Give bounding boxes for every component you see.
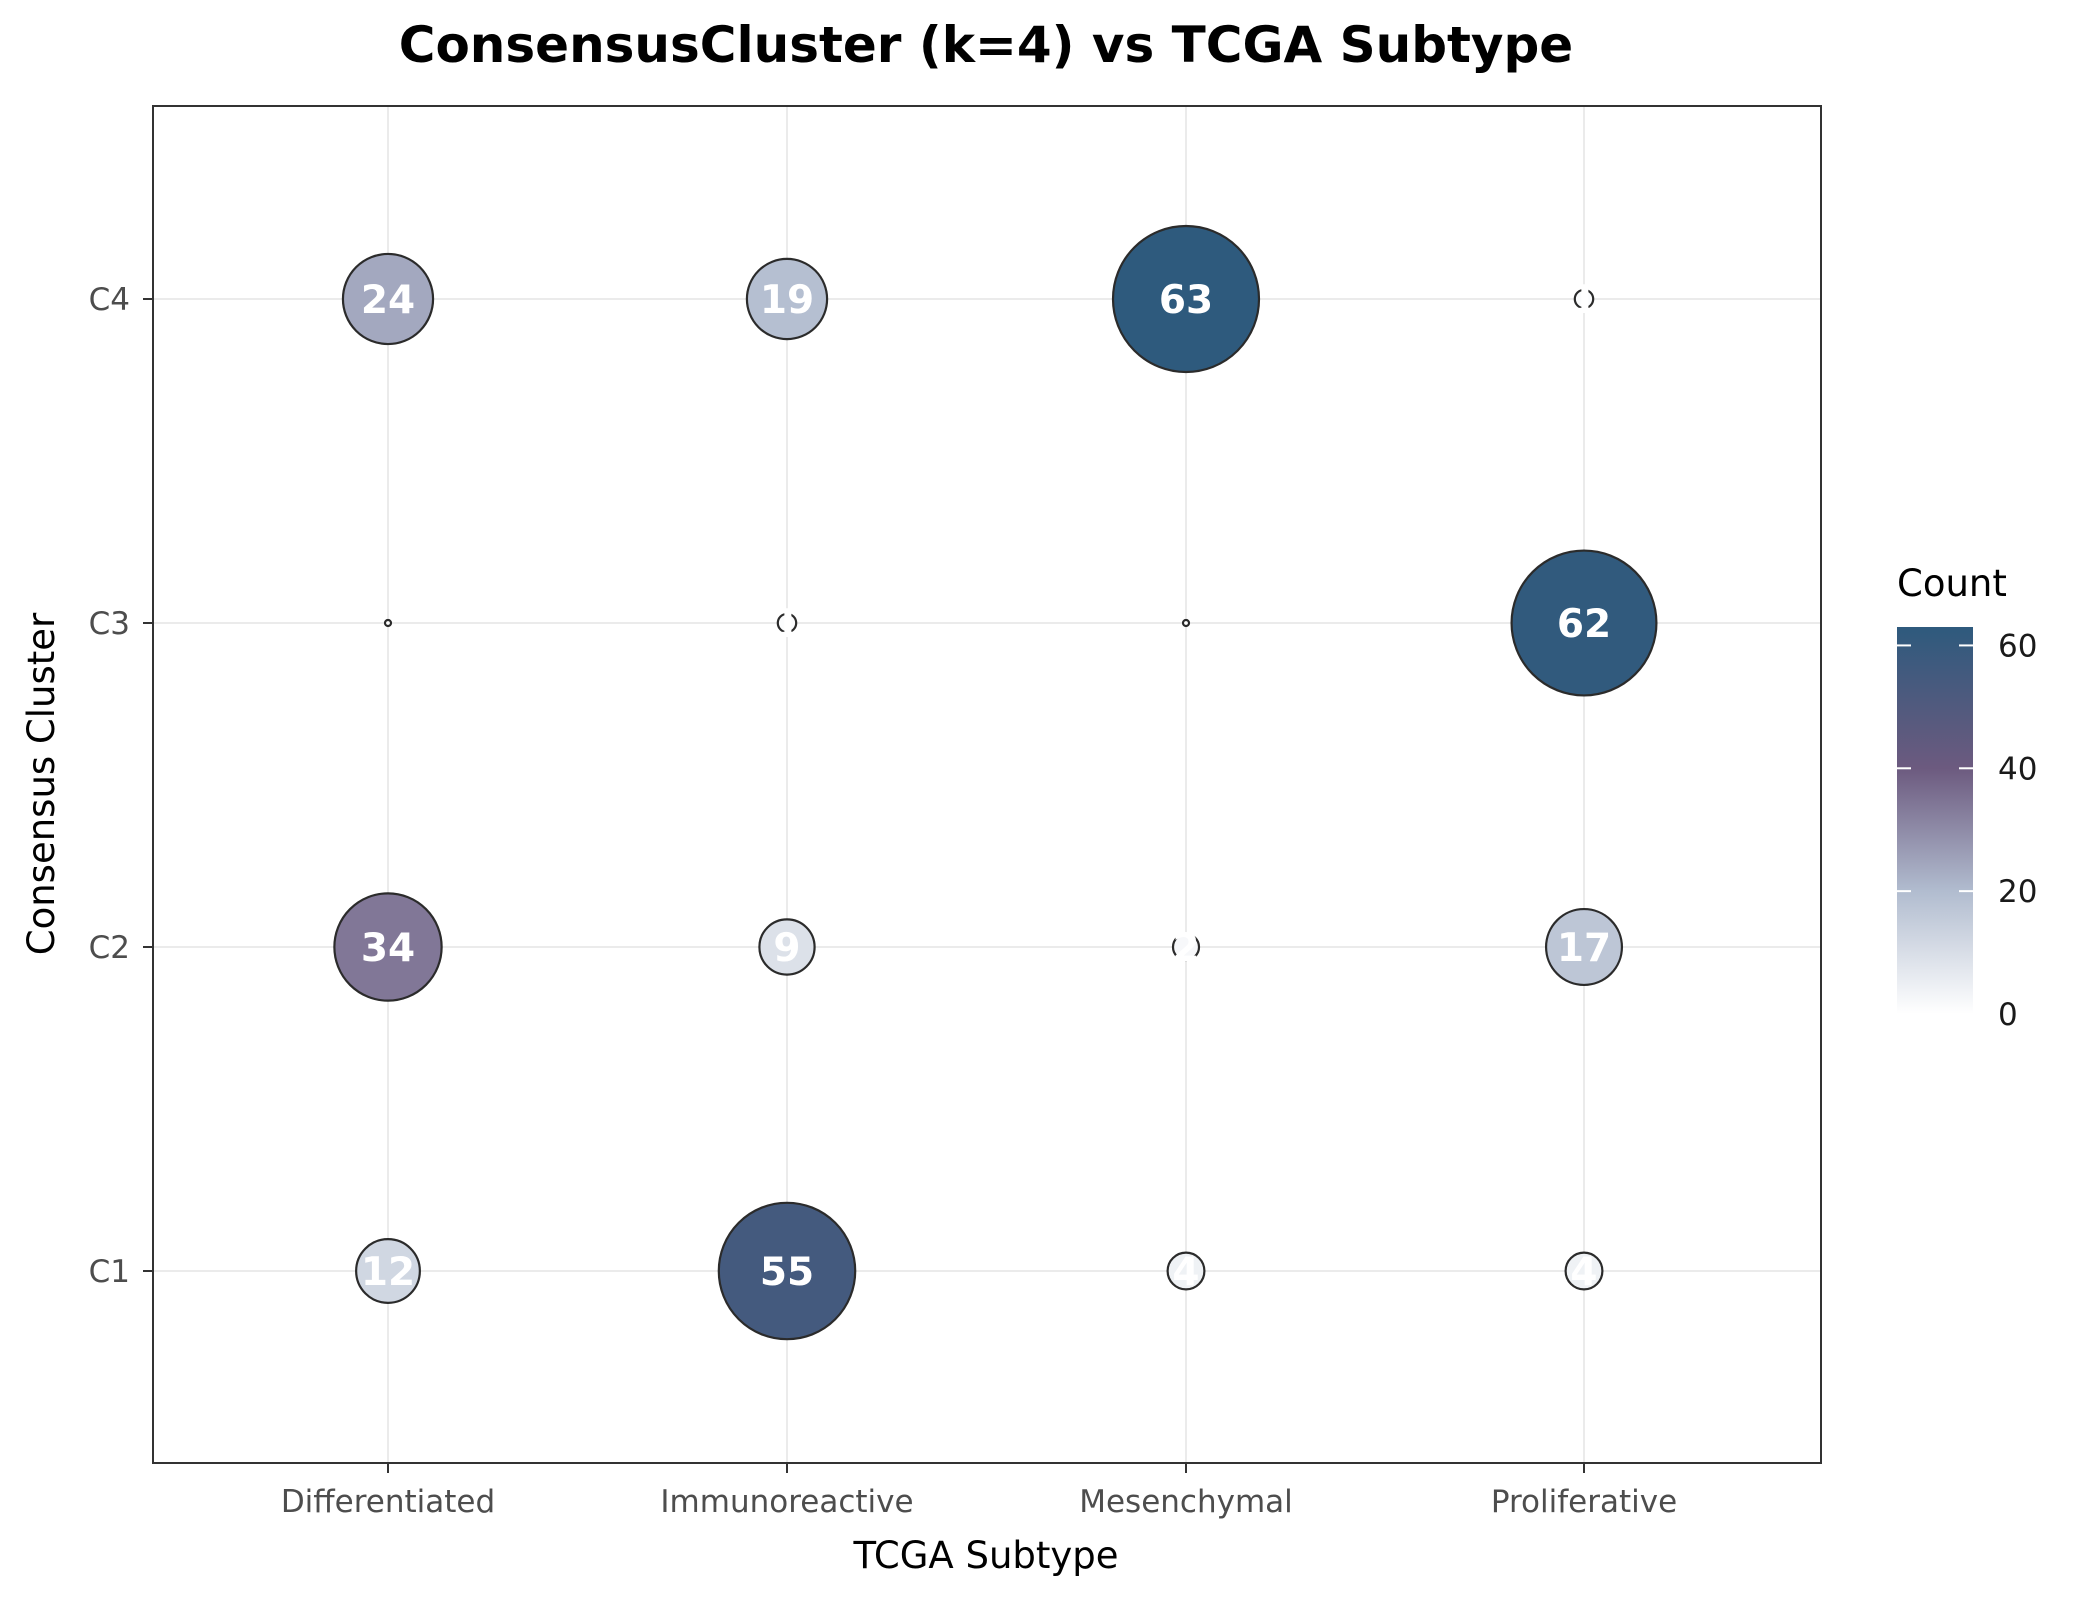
bubble-immunoreactive-c4 xyxy=(745,257,829,341)
bubble-label-proliferative-c4: 1 xyxy=(1570,278,1597,323)
y-axis-ticks: C1 C2 C3 C4 xyxy=(89,282,153,1290)
legend-title: Count xyxy=(1897,562,2007,605)
bubble-proliferative-c3 xyxy=(1510,549,1658,697)
bubble-proliferative-c2 xyxy=(1544,907,1624,987)
bubble-label-immunoreactive-c2: 9 xyxy=(773,926,800,971)
x-axis-ticks: Differentiated Immunoreactive Mesenchymal P… xyxy=(281,1463,1677,1520)
bubble-label-proliferative-c2: 17 xyxy=(1557,926,1611,971)
chart-title: ConsensusCluster (k=4) vs TCGA Subtype xyxy=(399,16,1573,74)
bubble-label-immunoreactive-c3: 1 xyxy=(773,602,800,647)
bubble-mesenchymal-c3 xyxy=(1181,618,1191,628)
bubble-mesenchymal-c4 xyxy=(1111,224,1261,374)
x-tick-label-mesenchymal: Mesenchymal xyxy=(1079,1484,1293,1520)
bubble-label-proliferative-c3: 62 xyxy=(1557,602,1611,647)
bubble-differentiated-c1 xyxy=(355,1238,421,1304)
y-tick-label-c3: C3 xyxy=(89,606,130,642)
bubble-immunoreactive-c1 xyxy=(717,1201,857,1341)
x-axis-title: TCGA Subtype xyxy=(852,1534,1118,1577)
bubble-label-immunoreactive-c1: 55 xyxy=(760,1250,814,1295)
bubble-label-mesenchymal-c1: 4 xyxy=(1172,1250,1199,1295)
legend-colorbar xyxy=(1897,627,1973,1014)
bubble-differentiated-c3 xyxy=(383,618,393,628)
bubble-immunoreactive-c2 xyxy=(758,918,816,976)
bubble-label-differentiated-c4: 24 xyxy=(361,278,415,323)
y-tick-label-c1: C1 xyxy=(89,1254,130,1290)
bubble-mesenchymal-c2 xyxy=(1171,932,1201,962)
x-tick-label-differentiated: Differentiated xyxy=(281,1484,495,1520)
legend-tick-label-0: 0 xyxy=(1998,997,2018,1033)
y-axis-title: Consensus Cluster xyxy=(20,612,63,955)
legend-tick-label-20: 20 xyxy=(1998,874,2037,910)
bubble-mesenchymal-c1 xyxy=(1166,1251,1206,1291)
bubble-differentiated-c4 xyxy=(341,252,435,346)
x-tick-label-proliferative: Proliferative xyxy=(1491,1484,1677,1520)
bubble-label-differentiated-c2: 34 xyxy=(361,926,415,971)
bubble-proliferative-c4 xyxy=(1573,288,1595,310)
bubble-immunoreactive-c3 xyxy=(776,612,798,634)
bubble-proliferative-c1 xyxy=(1564,1251,1604,1291)
y-tick-label-c2: C2 xyxy=(89,930,130,966)
bubble-labels: 12 55 4 4 34 9 2 17 1 62 24 19 63 1 xyxy=(361,278,1611,1295)
bubble-label-proliferative-c1: 4 xyxy=(1570,1250,1597,1295)
bubble-label-differentiated-c1: 12 xyxy=(361,1250,415,1295)
y-tick-label-c4: C4 xyxy=(89,282,130,318)
bubbles xyxy=(333,224,1658,1341)
bubble-differentiated-c2 xyxy=(333,892,443,1002)
bubble-label-mesenchymal-c4: 63 xyxy=(1159,278,1213,323)
bubble-label-immunoreactive-c4: 19 xyxy=(760,278,814,323)
plot-panel-border xyxy=(152,105,1822,1464)
bubble-label-mesenchymal-c2: 2 xyxy=(1172,926,1199,971)
color-legend: Count 0 20 40 60 xyxy=(1897,562,2037,1033)
legend-tick-label-40: 40 xyxy=(1998,751,2037,787)
x-tick-label-immunoreactive: Immunoreactive xyxy=(660,1484,913,1520)
legend-tick-label-60: 60 xyxy=(1998,628,2037,664)
legend-ticks: 0 20 40 60 xyxy=(1897,628,2037,1033)
